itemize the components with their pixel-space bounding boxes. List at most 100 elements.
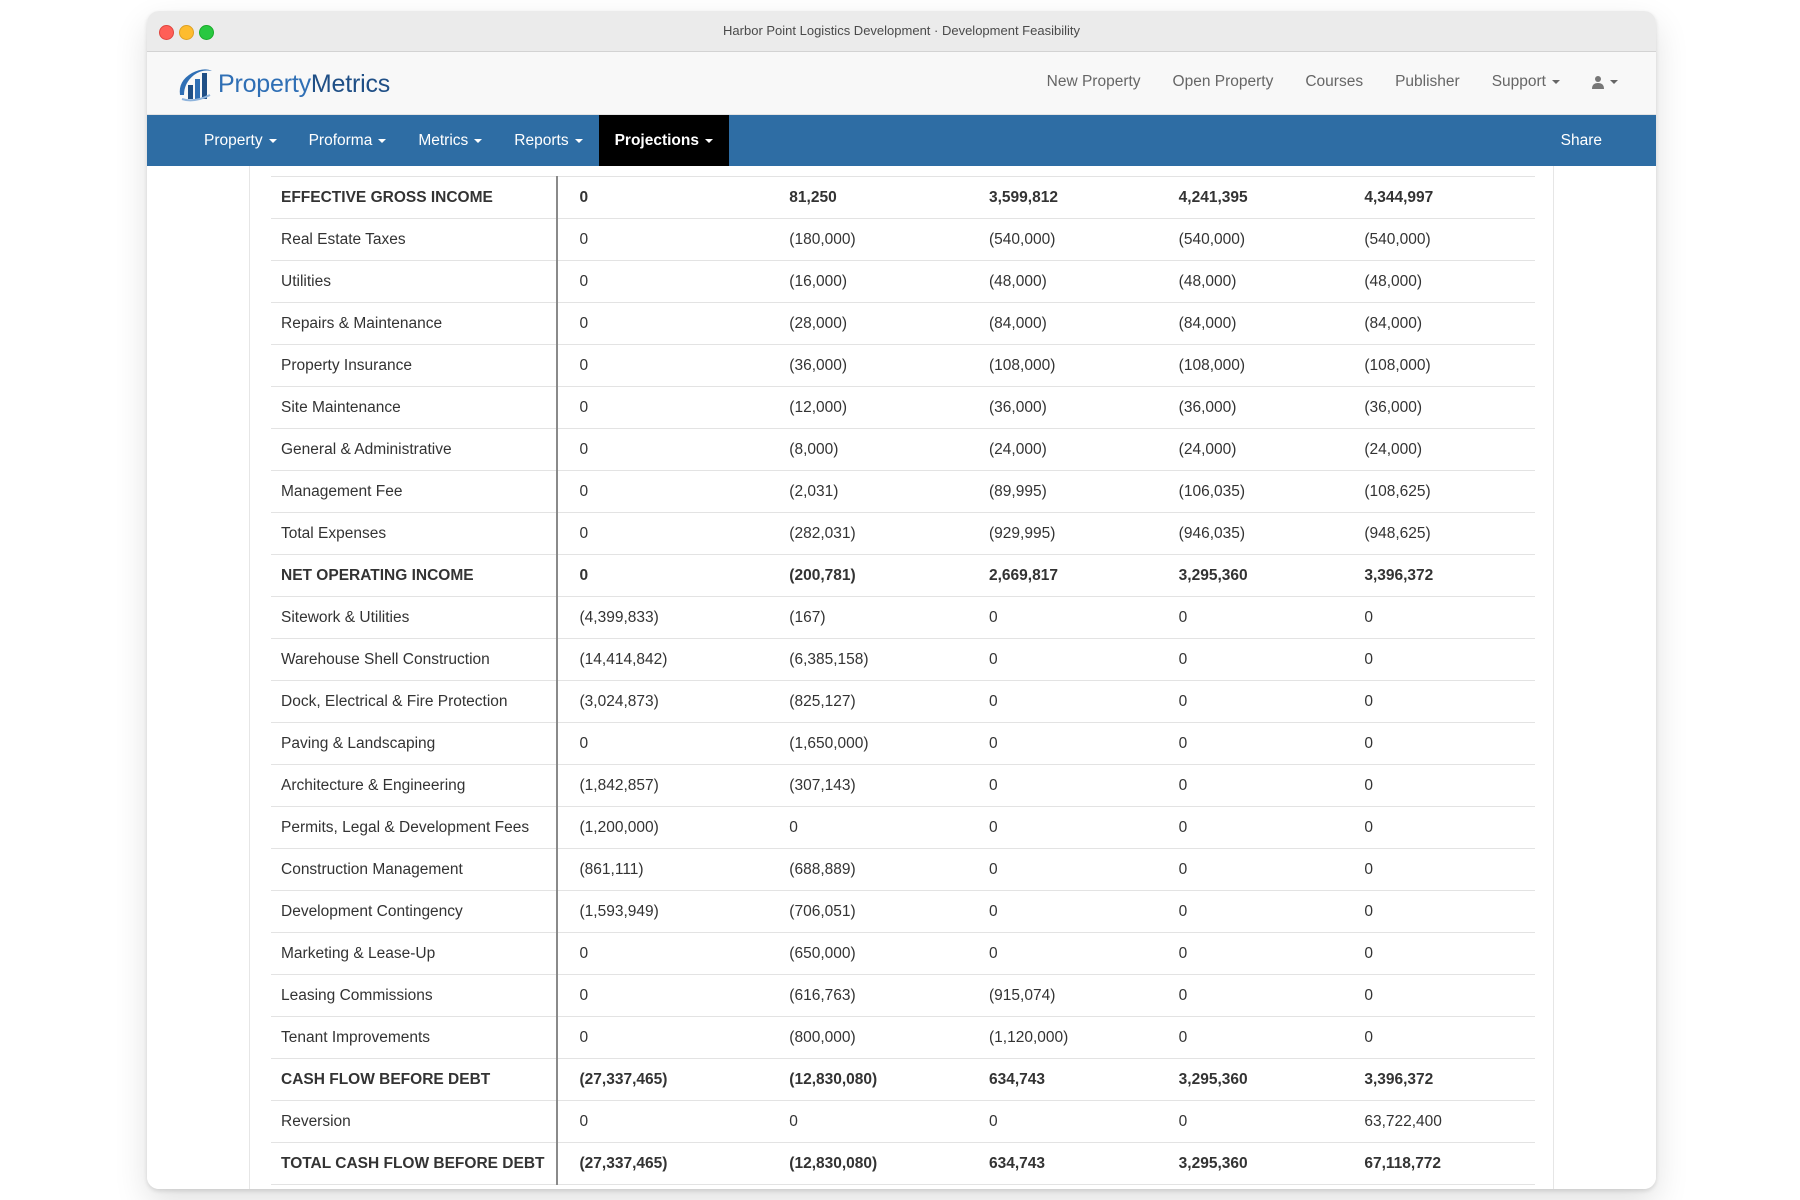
table-cell: (200,781) — [779, 554, 979, 597]
table-cell: 2,669,817 — [979, 554, 1169, 597]
row-label: Permits, Legal & Development Fees — [271, 806, 558, 849]
table-cell: 0 — [556, 386, 780, 429]
table-cell: (24,000) — [1354, 428, 1535, 471]
row-label: NET OPERATING INCOME — [271, 554, 558, 597]
table-cell: (3,024,873) — [556, 680, 780, 723]
table-cell: 0 — [1168, 932, 1355, 975]
top-navbar: PropertyMetrics New Property Open Proper… — [147, 52, 1656, 115]
table-cell: 0 — [1168, 1100, 1355, 1143]
table-row: Sitework & Utilities (4,399,833) (167) 0 0 0 — [271, 596, 1535, 639]
table-cell: 0 — [979, 638, 1169, 681]
table-row: Reversion 0 0 0 0 63,722,400 — [271, 1100, 1535, 1143]
row-label: Management Fee — [271, 470, 558, 513]
table-cell: 0 — [556, 554, 780, 597]
topnav-new-property[interactable]: New Property — [1046, 73, 1141, 90]
row-label: Warehouse Shell Construction — [271, 638, 558, 681]
table-cell: (6,385,158) — [779, 638, 979, 681]
user-icon — [1592, 76, 1604, 89]
table-row: Total Expenses 0 (282,031) (929,995) (946,03… — [271, 512, 1535, 555]
table-row: Leasing Commissions 0 (616,763) (915,074) 0 0 — [271, 974, 1535, 1017]
table-row: Architecture & Engineering (1,842,857) (30… — [271, 764, 1535, 807]
topnav-support[interactable]: Support — [1476, 52, 1576, 112]
table-cell: 0 — [1354, 932, 1535, 975]
table-cell: (8,000) — [779, 428, 979, 471]
row-label: Repairs & Maintenance — [271, 302, 558, 345]
table-cell: 0 — [979, 890, 1169, 933]
table-cell: 0 — [1168, 638, 1355, 681]
table-row: General & Administrative 0 (8,000) (24,000)… — [271, 428, 1535, 471]
row-label: TOTAL CASH FLOW BEFORE DEBT — [271, 1142, 558, 1185]
table-cell: (27,337,465) — [556, 1142, 780, 1185]
row-label: Dock, Electrical & Fire Protection — [271, 680, 558, 723]
table-cell: (48,000) — [979, 260, 1169, 303]
table-row: Development Contingency (1,593,949) (706,0… — [271, 890, 1535, 933]
table-cell: 3,396,372 — [1354, 1058, 1535, 1101]
table-cell: (48,000) — [1354, 260, 1535, 303]
table-cell: 0 — [1354, 974, 1535, 1017]
table-cell: 0 — [1168, 680, 1355, 723]
table-cell: 0 — [1168, 974, 1355, 1017]
table-cell: 634,743 — [979, 1142, 1169, 1185]
table-cell: 0 — [979, 848, 1169, 891]
table-cell: 4,344,997 — [1354, 176, 1535, 219]
minimize-window-button[interactable] — [179, 25, 194, 40]
table-cell: (948,625) — [1354, 512, 1535, 555]
table-cell: 0 — [1354, 764, 1535, 807]
row-label: Tenant Improvements — [271, 1016, 558, 1059]
nav-property-menu[interactable]: Property — [188, 115, 293, 167]
table-cell: 0 — [1354, 890, 1535, 933]
table-cell: 0 — [1354, 806, 1535, 849]
table-cell: (106,035) — [1168, 470, 1355, 513]
table-cell: 0 — [556, 932, 780, 975]
table-cell: (36,000) — [779, 344, 979, 387]
table-cell: (84,000) — [1168, 302, 1355, 345]
maximize-window-button[interactable] — [199, 25, 214, 40]
table-cell: 0 — [979, 932, 1169, 975]
topnav-courses[interactable]: Courses — [1305, 73, 1364, 90]
table-cell: 3,396,372 — [1354, 554, 1535, 597]
nav-projections-menu[interactable]: Projections — [598, 115, 729, 167]
share-button[interactable]: Share — [1560, 132, 1602, 149]
user-menu[interactable] — [1576, 52, 1656, 112]
table-cell: (540,000) — [979, 218, 1169, 261]
table-cell: (861,111) — [556, 848, 780, 891]
table-cell: 0 — [1354, 596, 1535, 639]
table-row: Real Estate Taxes 0 (180,000) (540,000) (540… — [271, 218, 1535, 261]
table-cell: 81,250 — [779, 176, 979, 219]
table-cell: (108,000) — [1168, 344, 1355, 387]
table-cell: 0 — [556, 1100, 780, 1143]
brand-logo[interactable]: PropertyMetrics — [174, 62, 390, 106]
nav-proforma-menu[interactable]: Proforma — [293, 115, 403, 167]
row-label: Leasing Commissions — [271, 974, 558, 1017]
table-row: Site Maintenance 0 (12,000) (36,000) (36,000… — [271, 386, 1535, 429]
cash-flow-projection-table: EFFECTIVE GROSS INCOME 0 81,250 3,599,812 4,… — [271, 176, 1535, 1185]
close-window-button[interactable] — [159, 25, 174, 40]
table-cell: (27,337,465) — [556, 1058, 780, 1101]
row-label: General & Administrative — [271, 428, 558, 471]
chevron-down-icon — [378, 139, 387, 143]
table-cell: (800,000) — [779, 1016, 979, 1059]
table-cell: 67,118,772 — [1354, 1142, 1535, 1185]
table-cell: (28,000) — [779, 302, 979, 345]
topnav-publisher[interactable]: Publisher — [1395, 73, 1460, 90]
table-cell: 0 — [556, 1016, 780, 1059]
table-cell: 0 — [1354, 848, 1535, 891]
table-cell: 3,295,360 — [1168, 554, 1355, 597]
nav-reports-menu[interactable]: Reports — [498, 115, 598, 167]
title-bar: Harbor Point Logistics Development · Dev… — [147, 11, 1656, 52]
table-row: Repairs & Maintenance 0 (28,000) (84,000) (8… — [271, 302, 1535, 345]
table-cell: (650,000) — [779, 932, 979, 975]
chevron-down-icon — [1610, 80, 1618, 84]
table-cell: (48,000) — [1168, 260, 1355, 303]
table-cell: (1,842,857) — [556, 764, 780, 807]
table-cell: (1,650,000) — [779, 722, 979, 765]
nav-metrics-menu[interactable]: Metrics — [402, 115, 498, 167]
table-cell: 0 — [1354, 638, 1535, 681]
window-title: Harbor Point Logistics Development · Dev… — [723, 23, 1080, 38]
table-cell: 0 — [979, 764, 1169, 807]
table-cell: (180,000) — [779, 218, 979, 261]
table-cell: 0 — [1168, 722, 1355, 765]
topnav-open-property[interactable]: Open Property — [1172, 73, 1274, 90]
table-cell: 0 — [979, 1100, 1169, 1143]
table-cell: 0 — [556, 428, 780, 471]
